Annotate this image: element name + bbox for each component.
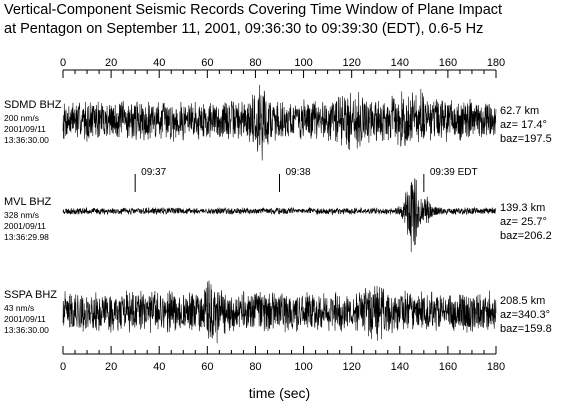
x-tick-label: 0 (60, 361, 66, 373)
time-marker-label: 09:39 EDT (430, 167, 478, 178)
time-marker-label: 09:37 (141, 167, 166, 178)
distance-label: 208.5 km (500, 295, 545, 307)
x-axis-label: time (sec) (249, 385, 310, 401)
distance-label: 139.3 km (500, 202, 545, 214)
start-time-label: 13:36:30.00 (4, 135, 49, 145)
station-name-label: SDMD BHZ (4, 99, 62, 111)
x-tick-label: 160 (439, 57, 457, 69)
x-tick-label: 100 (294, 361, 312, 373)
start-time-label: 13:36:30.00 (4, 325, 49, 335)
x-tick-label: 120 (342, 57, 360, 69)
x-tick-label: 20 (105, 361, 117, 373)
x-tick-label: 20 (105, 57, 117, 69)
record-date-label: 2001/09/11 (4, 314, 46, 324)
x-tick-label: 180 (487, 361, 505, 373)
azimuth-label: az=340.3° (500, 309, 550, 321)
station-name-label: MVL BHZ (4, 196, 52, 208)
record-date-label: 2001/09/11 (4, 221, 46, 231)
x-tick-label: 40 (153, 57, 165, 69)
trace-mvl-bhz (62, 178, 497, 253)
x-tick-label: 140 (391, 361, 409, 373)
azimuth-label: az= 25.7° (500, 216, 547, 228)
station-name-label: SSPA BHZ (4, 289, 57, 301)
start-time-label: 13:36:29.98 (4, 232, 49, 242)
amplitude-scale-label: 200 nm/s (4, 113, 39, 123)
x-tick-label: 0 (60, 57, 66, 69)
x-tick-label: 100 (294, 57, 312, 69)
azimuth-label: az= 17.4° (500, 119, 547, 131)
amplitude-scale-label: 328 nm/s (4, 210, 39, 220)
x-tick-label: 120 (342, 361, 360, 373)
x-tick-label: 80 (249, 57, 261, 69)
x-tick-label: 60 (201, 361, 213, 373)
amplitude-scale-label: 43 nm/s (4, 303, 34, 313)
x-tick-label: 160 (439, 361, 457, 373)
trace-sspa-bhz (62, 280, 497, 344)
x-tick-label: 140 (391, 57, 409, 69)
x-tick-label: 60 (201, 57, 213, 69)
record-date-label: 2001/09/11 (4, 124, 46, 134)
back-azimuth-label: baz=197.5 (500, 133, 552, 145)
back-azimuth-label: baz=206.2 (500, 230, 552, 242)
distance-label: 62.7 km (500, 105, 539, 117)
chart-title-line-1: Vertical-Component Seismic Records Cover… (4, 2, 503, 18)
x-tick-label: 80 (249, 361, 261, 373)
x-tick-label: 40 (153, 361, 165, 373)
chart-title-line-2: at Pentagon on September 11, 2001, 09:36… (4, 21, 484, 37)
trace-sdmd-bhz (62, 84, 497, 161)
x-tick-label: 180 (487, 57, 505, 69)
time-marker-label: 09:38 (286, 167, 311, 178)
back-azimuth-label: baz=159.8 (500, 323, 552, 335)
